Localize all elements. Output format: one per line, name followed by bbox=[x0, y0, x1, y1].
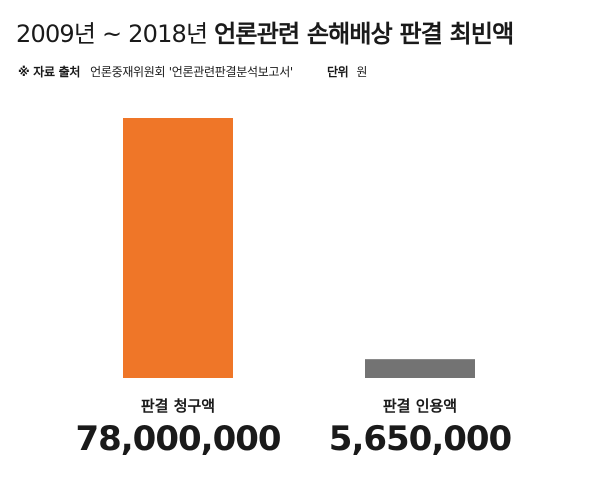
bar-1 bbox=[123, 118, 233, 378]
value-label-2: 5,650,000 bbox=[329, 419, 512, 459]
category-label-2: 판결 인용액 bbox=[383, 397, 457, 415]
category-label-1: 판결 청구액 bbox=[141, 397, 215, 415]
unit-value: 원 bbox=[356, 65, 368, 79]
value-label-1: 78,000,000 bbox=[75, 419, 280, 459]
chart-title: 2009년 ~ 2018년 언론관련 손해배상 판결 최빈액 bbox=[16, 20, 514, 48]
source-value: 언론중재위원회 '언론관련판결분석보고서' bbox=[90, 65, 293, 79]
chart-title-main: 언론관련 손해배상 판결 최빈액 bbox=[214, 20, 514, 48]
unit-key: 단위 bbox=[326, 65, 349, 79]
source-key: ※ 자료 출처 bbox=[18, 65, 81, 79]
bar-2 bbox=[365, 359, 475, 378]
chart-title-period: 2009년 ~ 2018년 bbox=[16, 20, 208, 48]
source-line: ※ 자료 출처 언론중재위원회 '언론관련판결분석보고서' 단위 원 bbox=[18, 66, 367, 78]
